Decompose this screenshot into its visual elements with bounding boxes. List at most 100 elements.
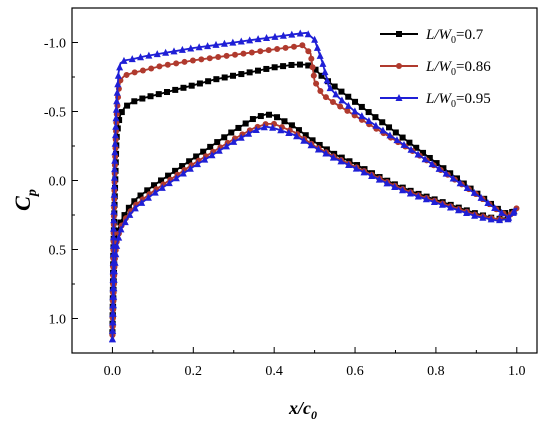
data-point xyxy=(223,52,230,59)
data-point xyxy=(331,83,338,90)
data-point xyxy=(422,195,430,203)
data-point xyxy=(414,192,422,200)
data-point xyxy=(308,55,315,62)
data-point xyxy=(274,114,281,121)
data-point xyxy=(352,98,359,105)
data-point xyxy=(110,224,118,232)
data-point xyxy=(360,168,368,176)
data-point xyxy=(139,67,146,74)
data-point xyxy=(111,258,119,266)
data-point xyxy=(148,65,155,72)
data-point xyxy=(131,204,139,212)
data-point xyxy=(117,225,125,233)
data-point xyxy=(221,74,228,81)
x-tick-label: 0.0 xyxy=(104,364,122,379)
data-point xyxy=(229,38,237,46)
data-point xyxy=(456,179,464,187)
data-point xyxy=(344,101,352,109)
data-point xyxy=(118,109,125,116)
data-point xyxy=(274,45,281,52)
data-point xyxy=(237,133,245,141)
data-point xyxy=(393,136,401,144)
data-point xyxy=(144,187,151,194)
data-point xyxy=(372,114,379,121)
data-point xyxy=(498,208,506,216)
y-tick-label: -1.0 xyxy=(44,37,66,52)
data-point xyxy=(111,156,119,164)
data-point xyxy=(317,87,324,94)
data-point xyxy=(337,103,344,110)
data-point xyxy=(114,80,122,88)
series-group xyxy=(108,29,520,343)
data-point xyxy=(383,179,391,187)
data-point xyxy=(265,47,272,54)
data-point xyxy=(496,216,504,224)
data-point xyxy=(300,136,308,144)
data-point xyxy=(139,95,146,102)
data-point xyxy=(179,163,186,170)
data-point xyxy=(156,63,163,70)
data-point xyxy=(114,227,121,234)
data-point xyxy=(201,155,209,163)
data-point xyxy=(319,59,327,67)
x-tick-label: 0.2 xyxy=(185,364,203,379)
data-point xyxy=(181,58,188,65)
data-point xyxy=(112,122,120,130)
data-point xyxy=(332,90,340,98)
data-point xyxy=(265,111,272,118)
data-point xyxy=(144,193,152,201)
data-point xyxy=(165,179,173,187)
data-point xyxy=(365,116,373,124)
data-point xyxy=(228,129,235,136)
data-point xyxy=(296,29,304,37)
legend-label: L/W0=0.7 xyxy=(425,27,484,46)
data-point xyxy=(338,88,345,95)
data-point xyxy=(326,84,334,92)
data-point xyxy=(172,167,179,174)
data-point xyxy=(263,34,271,42)
data-point xyxy=(138,198,146,206)
data-point xyxy=(110,207,118,215)
data-point xyxy=(158,183,166,191)
data-point xyxy=(311,35,319,43)
data-point xyxy=(430,198,438,206)
data-point xyxy=(420,149,427,156)
data-point xyxy=(115,233,123,241)
data-point xyxy=(155,91,162,98)
data-point xyxy=(414,150,422,158)
data-point xyxy=(421,155,429,163)
data-point xyxy=(309,137,316,144)
data-point xyxy=(205,78,212,85)
data-point xyxy=(288,61,295,68)
data-point xyxy=(111,139,119,147)
data-point xyxy=(329,153,337,161)
data-point xyxy=(131,98,138,105)
y-tick-label: 0.5 xyxy=(49,244,67,259)
data-point xyxy=(299,42,306,49)
data-point xyxy=(471,211,479,219)
data-point xyxy=(153,50,161,58)
data-point xyxy=(164,89,171,96)
data-point xyxy=(186,164,194,172)
data-point xyxy=(116,63,124,71)
series-line-lower xyxy=(111,125,518,340)
data-point xyxy=(279,31,287,39)
data-point xyxy=(248,49,255,56)
data-point xyxy=(345,161,353,169)
data-point xyxy=(123,71,130,78)
data-point xyxy=(222,142,230,150)
data-point xyxy=(111,165,119,173)
data-point xyxy=(305,62,312,69)
data-point xyxy=(316,141,323,148)
data-point xyxy=(449,174,457,182)
data-point xyxy=(137,53,145,61)
data-point xyxy=(310,72,317,79)
data-point xyxy=(178,45,186,53)
data-point xyxy=(214,139,221,146)
y-tick-label: 1.0 xyxy=(49,313,67,328)
legend: L/W0=0.7 L/W0=0.86 L/W0=0.95 xyxy=(380,27,491,110)
data-point xyxy=(398,186,406,194)
data-point xyxy=(277,126,285,134)
series-line-lower xyxy=(111,123,518,336)
data-point xyxy=(285,129,293,137)
